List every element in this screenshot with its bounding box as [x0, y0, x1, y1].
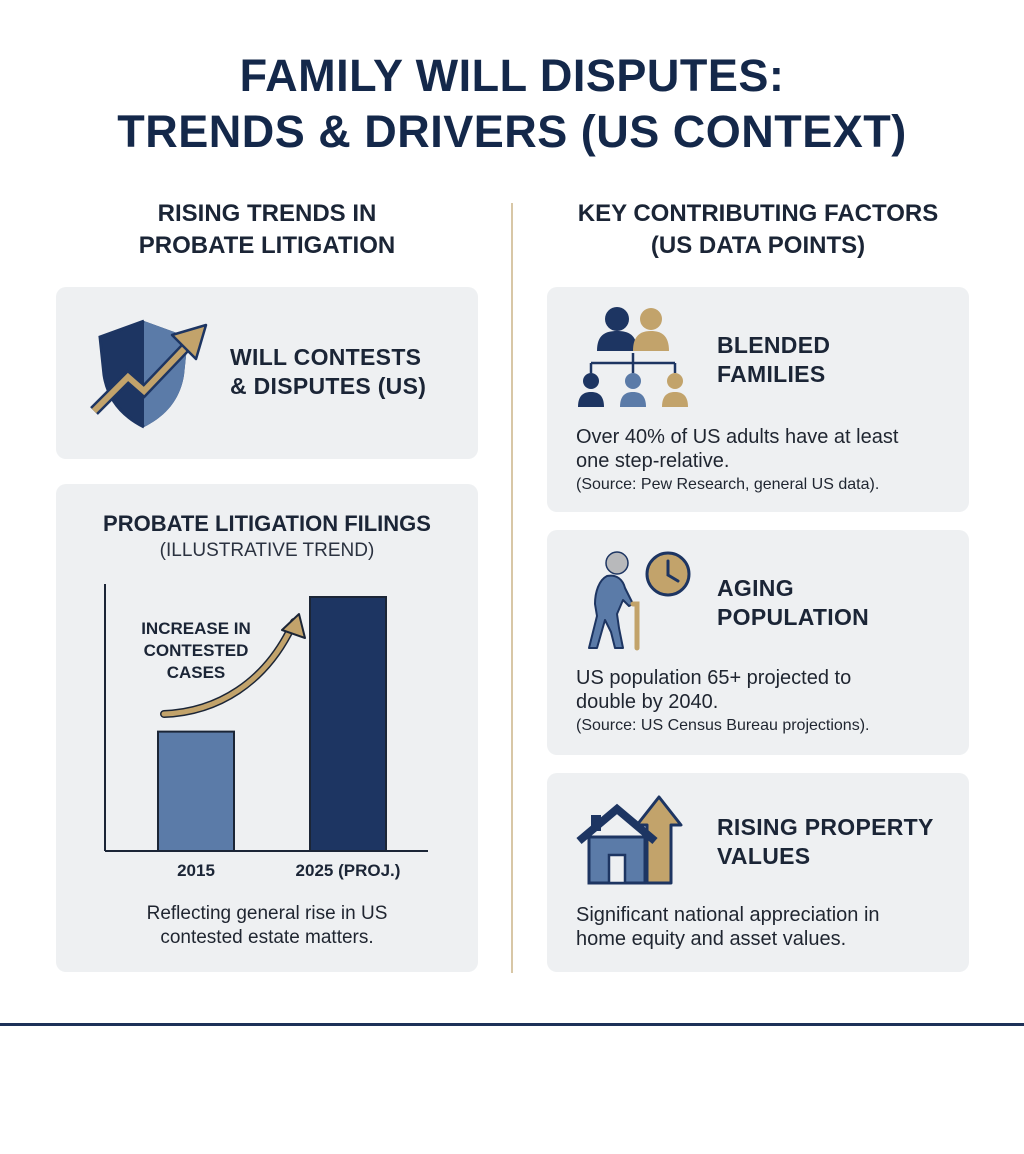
- property-values-title-line-2: VALUES: [717, 843, 811, 869]
- left-heading-line-2: PROBATE LITIGATION: [138, 232, 396, 259]
- probate-filings-chart: 2015 2025 (PROJ.) INCREASE IN CONTESTED C…: [104, 584, 428, 880]
- family-tree-icon: [578, 307, 688, 407]
- annotation-arrow-icon: [161, 619, 297, 717]
- aging-population-title-line-1: AGING: [717, 575, 794, 601]
- blended-families-title: BLENDED FAMILIES: [717, 331, 830, 389]
- aging-population-body-line-2: double by 2040.: [576, 691, 719, 713]
- column-divider: [511, 203, 513, 973]
- page-title-line-1: FAMILY WILL DISPUTES:: [239, 50, 785, 101]
- probate-chart-card: PROBATE LITIGATION FILINGS (ILLUSTRATIVE…: [56, 484, 478, 972]
- chart-x-tick-label-2: 2025 (PROJ.): [296, 861, 401, 880]
- chart-subtitle: (ILLUSTRATIVE TREND): [159, 540, 375, 561]
- blended-families-title-line-2: FAMILIES: [717, 361, 826, 387]
- right-heading-line-2: (US DATA POINTS): [650, 232, 866, 259]
- chart-x-tick-label-1: 2015: [177, 861, 215, 880]
- annotation-line-2: CONTESTED: [144, 641, 249, 660]
- chart-title: PROBATE LITIGATION FILINGS: [103, 511, 431, 536]
- page-title: FAMILY WILL DISPUTES: TRENDS & DRIVERS (…: [0, 48, 1024, 160]
- chart-bar-1: [157, 730, 235, 852]
- property-values-title: RISING PROPERTY VALUES: [717, 813, 934, 871]
- aging-population-source: (Source: US Census Bureau projections).: [576, 717, 870, 734]
- page-title-line-2: TRENDS & DRIVERS (US CONTEXT): [117, 106, 907, 157]
- elderly-person-clock-icon: [588, 551, 691, 651]
- blended-families-card: BLENDED FAMILIES Over 40% of US adults h…: [547, 287, 969, 512]
- aging-population-body-line-1: US population 65+ projected to: [576, 667, 852, 689]
- property-values-card: RISING PROPERTY VALUES Significant natio…: [547, 773, 969, 972]
- chart-bar-2: [309, 596, 387, 852]
- aging-population-card: AGING POPULATION US population 65+ proje…: [547, 530, 969, 755]
- aging-population-title-line-2: POPULATION: [717, 604, 870, 630]
- right-heading-line-1: KEY CONTRIBUTING FACTORS: [577, 200, 939, 227]
- right-column-heading: KEY CONTRIBUTING FACTORS (US DATA POINTS…: [547, 198, 969, 262]
- blended-families-title-line-1: BLENDED: [717, 332, 831, 358]
- annotation-line-3: CASES: [167, 663, 226, 682]
- bottom-rule: [0, 1023, 1024, 1026]
- blended-families-body-line-1: Over 40% of US adults have at least: [576, 426, 899, 448]
- blended-families-body-line-2: one step-relative.: [576, 450, 730, 472]
- will-contests-title-line-1: WILL CONTESTS: [230, 344, 422, 370]
- annotation-line-1: INCREASE IN: [141, 619, 251, 638]
- property-values-body-line-1: Significant national appreciation in: [576, 904, 880, 926]
- annotation-arrowhead: [281, 613, 306, 639]
- aging-population-body: US population 65+ projected to double by…: [576, 666, 851, 714]
- aging-population-title: AGING POPULATION: [717, 574, 869, 632]
- property-values-body-line-2: home equity and asset values.: [576, 928, 847, 950]
- house-rising-arrow-icon: [576, 795, 683, 885]
- blended-families-source: (Source: Pew Research, general US data).: [576, 476, 880, 493]
- will-contests-card: WILL CONTESTS & DISPUTES (US): [56, 287, 478, 459]
- chart-caption: Reflecting general rise in US contested …: [56, 902, 478, 950]
- blended-families-body: Over 40% of US adults have at least one …: [576, 425, 898, 473]
- chart-x-tick-labels: 2015 2025 (PROJ.): [177, 861, 400, 880]
- left-heading-line-1: RISING TRENDS IN: [157, 200, 377, 227]
- property-values-title-line-1: RISING PROPERTY: [717, 814, 934, 840]
- chart-bars: [157, 596, 387, 852]
- property-values-body: Significant national appreciation in hom…: [576, 903, 880, 951]
- shield-rising-arrow-icon: [90, 319, 208, 429]
- will-contests-title-line-2: & DISPUTES (US): [230, 373, 427, 399]
- chart-caption-line-1: Reflecting general rise in US: [146, 903, 388, 924]
- chart-caption-line-2: contested estate matters.: [160, 927, 374, 948]
- will-contests-title: WILL CONTESTS & DISPUTES (US): [230, 343, 426, 401]
- left-column-heading: RISING TRENDS IN PROBATE LITIGATION: [56, 198, 478, 262]
